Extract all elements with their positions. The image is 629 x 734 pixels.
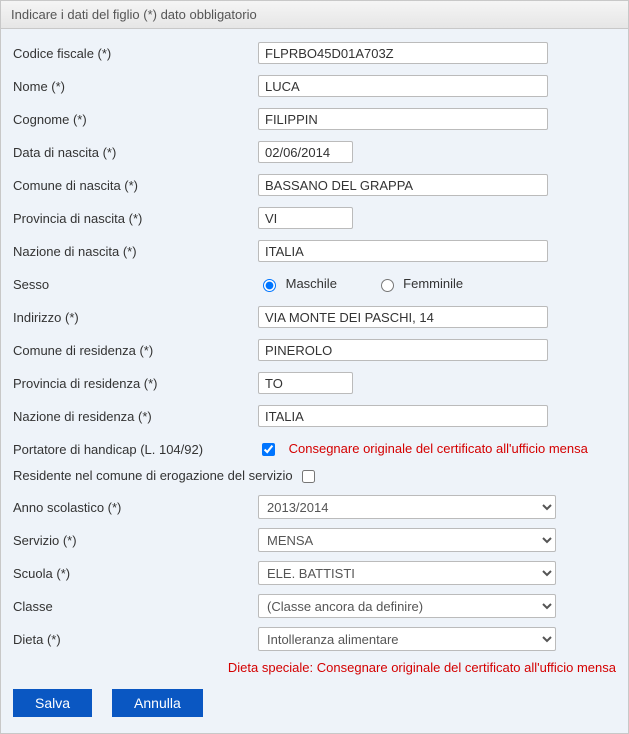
nazione-residenza-input[interactable] <box>258 405 548 427</box>
nome-label: Nome (*) <box>13 79 258 94</box>
codice-fiscale-label: Codice fiscale (*) <box>13 46 258 61</box>
comune-nascita-input[interactable] <box>258 174 548 196</box>
servizio-label: Servizio (*) <box>13 533 258 548</box>
comune-nascita-label: Comune di nascita (*) <box>13 178 258 193</box>
salva-button[interactable]: Salva <box>13 689 92 717</box>
dialog-body: Codice fiscale (*) Nome (*) Cognome (*) … <box>1 29 628 733</box>
provincia-nascita-label: Provincia di nascita (*) <box>13 211 258 226</box>
dieta-label: Dieta (*) <box>13 632 258 647</box>
anno-scolastico-select[interactable]: 2013/2014 <box>258 495 556 519</box>
residente-checkbox[interactable] <box>302 470 315 483</box>
scuola-label: Scuola (*) <box>13 566 258 581</box>
handicap-label: Portatore di handicap (L. 104/92) <box>13 442 258 457</box>
provincia-residenza-label: Provincia di residenza (*) <box>13 376 258 391</box>
dieta-note: Dieta speciale: Consegnare originale del… <box>13 660 616 675</box>
residente-row: Residente nel comune di erogazione del s… <box>13 467 616 486</box>
sesso-maschile-option[interactable]: Maschile <box>258 276 341 291</box>
sesso-label: Sesso <box>13 277 258 292</box>
residente-label: Residente nel comune di erogazione del s… <box>13 468 293 483</box>
codice-fiscale-input[interactable] <box>258 42 548 64</box>
sesso-radio-group: Maschile Femminile <box>258 276 616 293</box>
annulla-button[interactable]: Annulla <box>112 689 203 717</box>
sesso-maschile-radio[interactable] <box>263 279 276 292</box>
comune-residenza-label: Comune di residenza (*) <box>13 343 258 358</box>
scuola-select[interactable]: ELE. BATTISTI <box>258 561 556 585</box>
classe-label: Classe <box>13 599 258 614</box>
sesso-femminile-radio[interactable] <box>381 279 394 292</box>
provincia-nascita-input[interactable] <box>258 207 353 229</box>
comune-residenza-input[interactable] <box>258 339 548 361</box>
sesso-femminile-option[interactable]: Femminile <box>376 276 464 291</box>
provincia-residenza-input[interactable] <box>258 372 353 394</box>
nazione-residenza-label: Nazione di residenza (*) <box>13 409 258 424</box>
button-bar: Salva Annulla <box>13 689 616 717</box>
data-nascita-input[interactable] <box>258 141 353 163</box>
data-nascita-label: Data di nascita (*) <box>13 145 258 160</box>
handicap-note: Consegnare originale del certificato all… <box>289 440 588 455</box>
sesso-femminile-label: Femminile <box>403 276 463 291</box>
indirizzo-label: Indirizzo (*) <box>13 310 258 325</box>
dialog-title: Indicare i dati del figlio (*) dato obbl… <box>1 1 628 29</box>
handicap-checkbox[interactable] <box>262 443 275 456</box>
cognome-input[interactable] <box>258 108 548 130</box>
nazione-nascita-input[interactable] <box>258 240 548 262</box>
sesso-maschile-label: Maschile <box>286 276 337 291</box>
dieta-select[interactable]: Intolleranza alimentare <box>258 627 556 651</box>
anno-scolastico-label: Anno scolastico (*) <box>13 500 258 515</box>
nome-input[interactable] <box>258 75 548 97</box>
nazione-nascita-label: Nazione di nascita (*) <box>13 244 258 259</box>
classe-select[interactable]: (Classe ancora da definire) <box>258 594 556 618</box>
indirizzo-input[interactable] <box>258 306 548 328</box>
servizio-select[interactable]: MENSA <box>258 528 556 552</box>
child-data-dialog: Indicare i dati del figlio (*) dato obbl… <box>0 0 629 734</box>
cognome-label: Cognome (*) <box>13 112 258 127</box>
handicap-control: Consegnare originale del certificato all… <box>258 440 616 459</box>
